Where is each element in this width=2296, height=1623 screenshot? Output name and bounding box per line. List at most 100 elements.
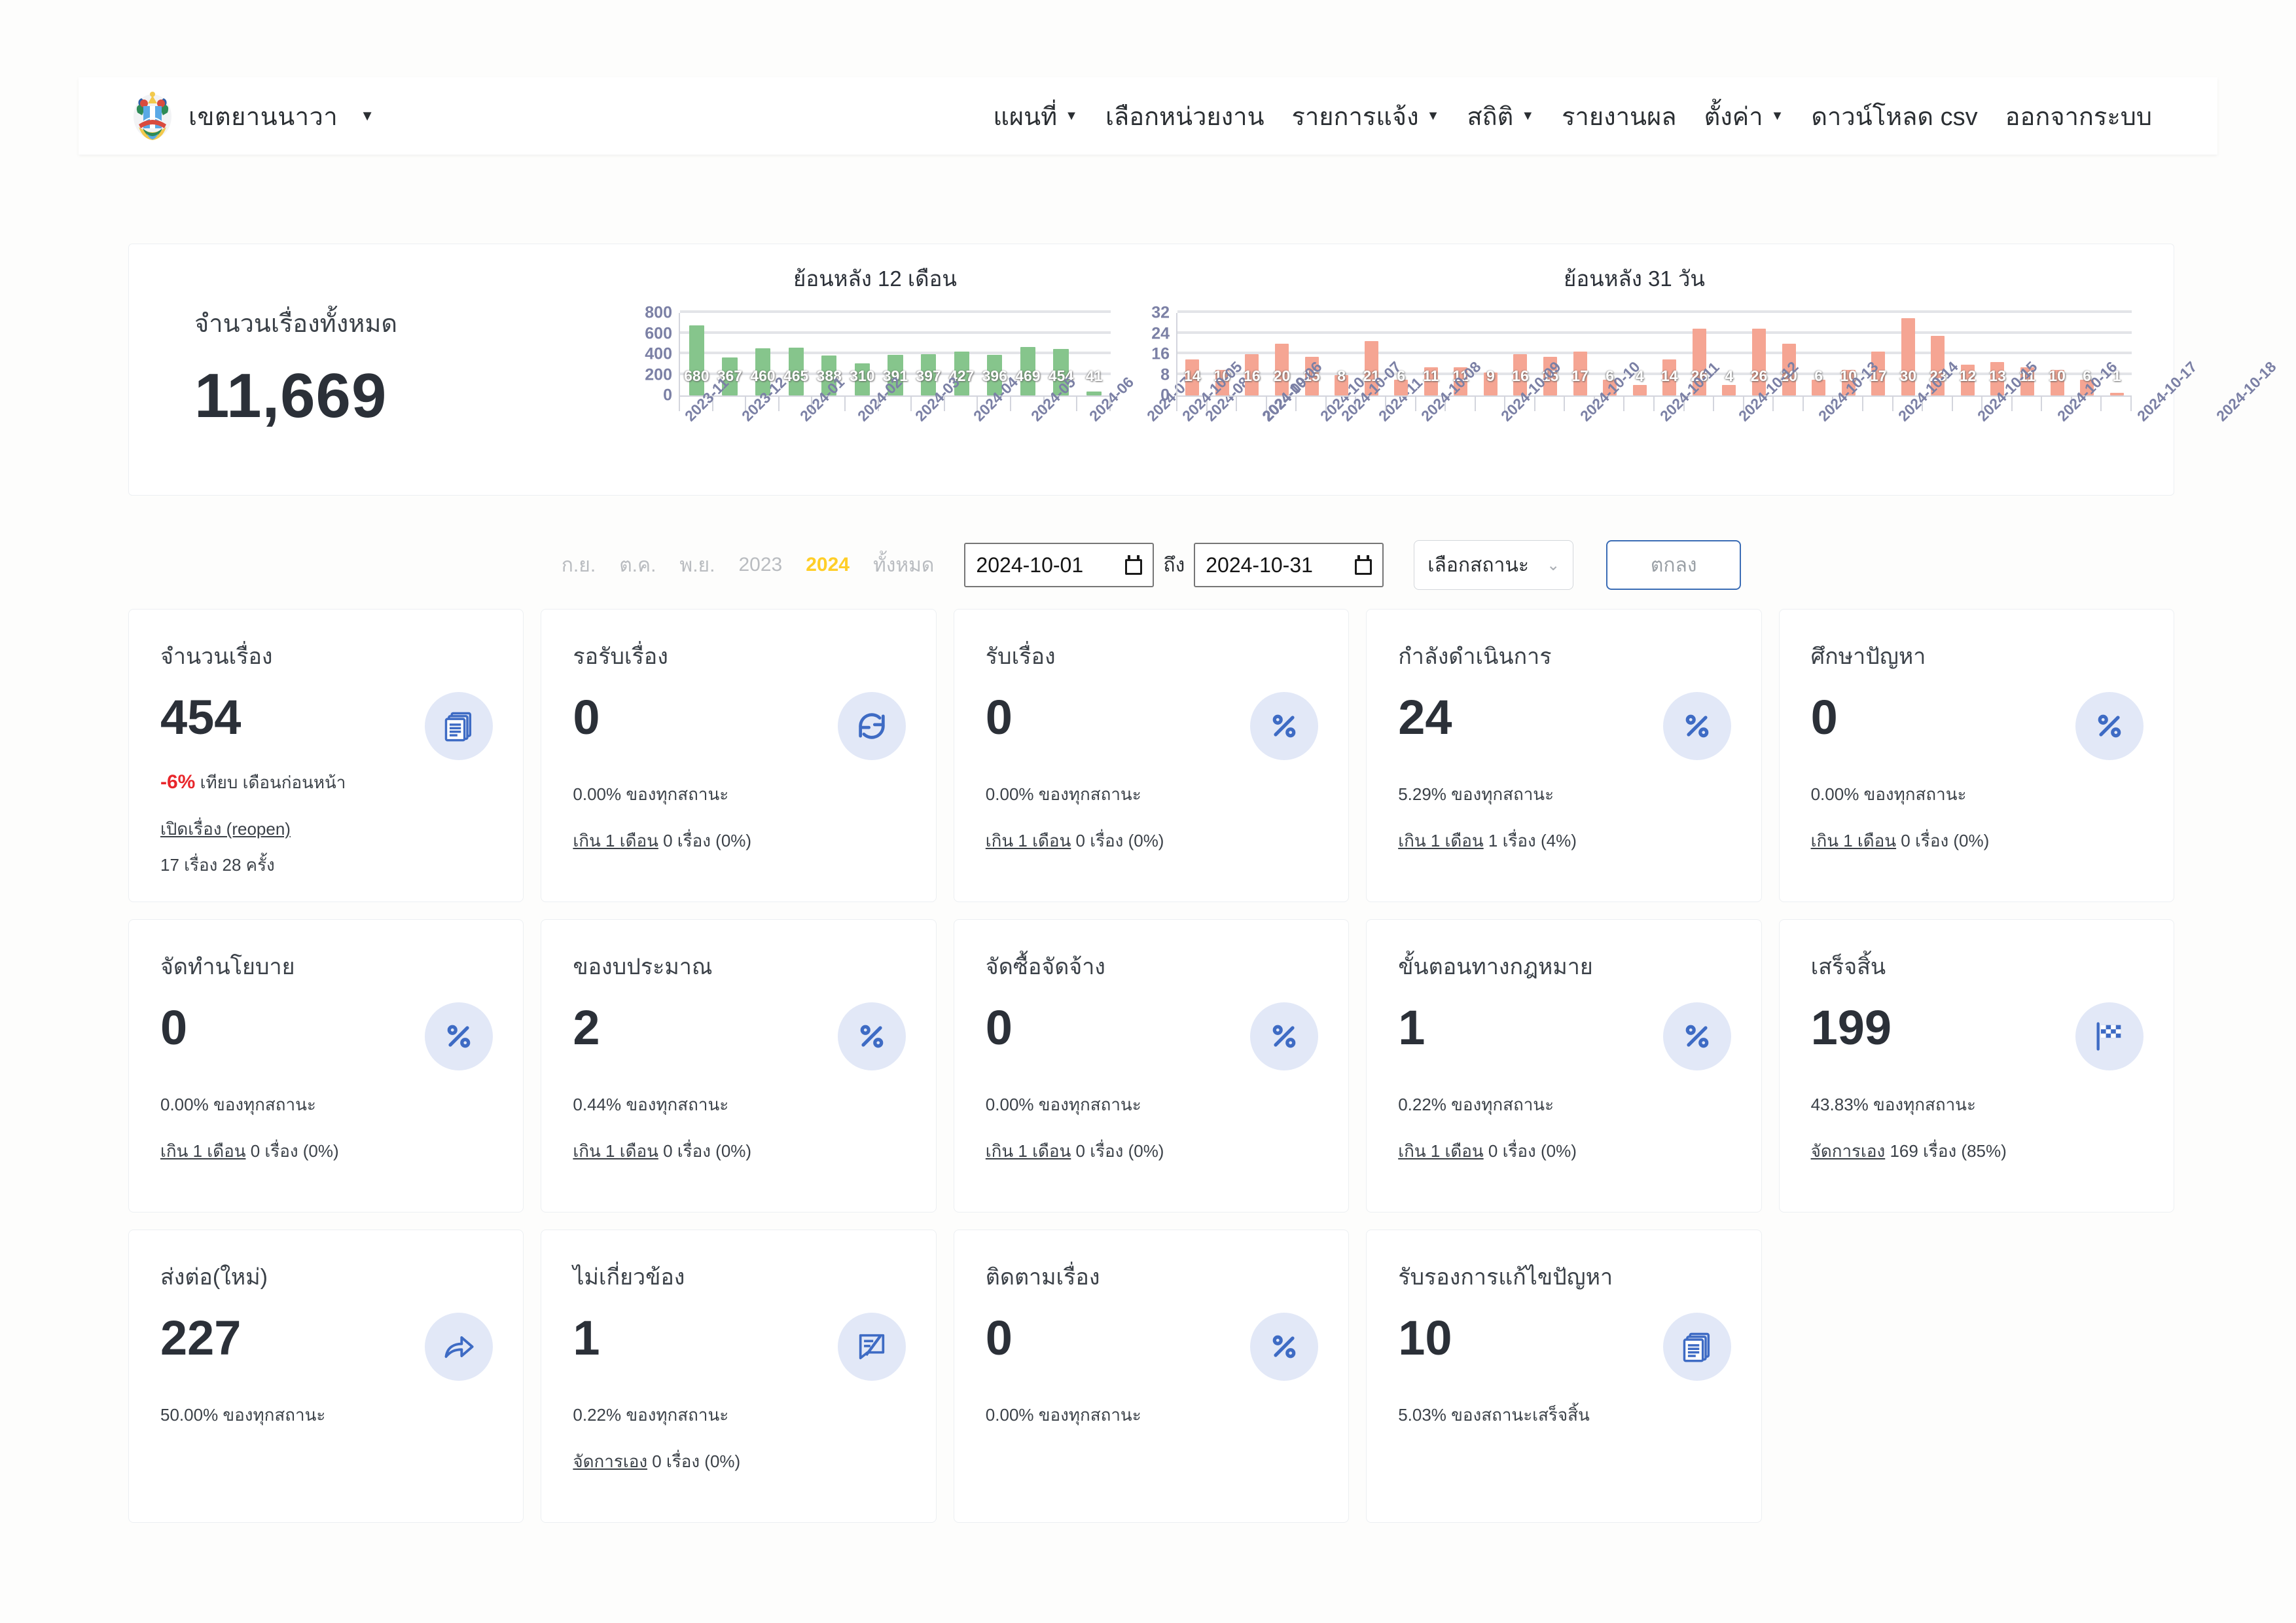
bar-item[interactable]: 16 xyxy=(1237,313,1267,395)
bar xyxy=(788,347,804,395)
bar-item[interactable]: 15 xyxy=(1297,313,1327,395)
stat-card-link[interactable]: เกิน 1 เดือน xyxy=(573,831,658,850)
calendar-icon[interactable] xyxy=(1355,555,1372,575)
bar-item[interactable]: 26 xyxy=(1685,313,1715,395)
stat-card-percent: 5.29% ของทุกสถานะ xyxy=(1398,784,1554,804)
bar-item[interactable]: 11 xyxy=(1416,313,1446,395)
y-axis-tick-label: 800 xyxy=(645,303,672,322)
stat-card: ไม่เกี่ยวข้อง 1 0.22% ของทุกสถานะ จัดการเอง… xyxy=(541,1230,937,1523)
bar-item[interactable]: 14 xyxy=(1177,313,1208,395)
stat-card-value: 10 xyxy=(1398,1311,1452,1365)
stat-card-link[interactable]: เกิน 1 เดือน xyxy=(1398,831,1484,850)
bar-item[interactable]: 11 xyxy=(2013,313,2043,395)
stat-card-title: รับเรื่อง xyxy=(985,644,1056,669)
bar-item[interactable]: 680 xyxy=(680,313,713,395)
stat-card-percent: 5.03% ของสถานะเสร็จสิ้น xyxy=(1398,1405,1590,1425)
x-axis-tick xyxy=(1325,397,1355,411)
quick-filter-nov[interactable]: พ.ย. xyxy=(679,554,715,576)
bar-item[interactable]: 465 xyxy=(780,313,813,395)
nav-item-logout[interactable]: ออกจากระบบ xyxy=(2005,96,2152,136)
bar-item[interactable]: 310 xyxy=(846,313,879,395)
nav-item-download-csv[interactable]: ดาวน์โหลด csv xyxy=(1811,96,1977,136)
nav-item-statistics[interactable]: สถิติ ▼ xyxy=(1467,96,1534,136)
x-axis-tick xyxy=(1981,397,2011,411)
brand-selector[interactable]: เขตยานนาวา ▼ xyxy=(131,90,374,141)
stat-card-link[interactable]: เกิน 1 เดือน xyxy=(1810,831,1897,850)
bar-item[interactable]: 427 xyxy=(945,313,978,395)
bar-item[interactable]: 469 xyxy=(1011,313,1045,395)
nav-item-report-list[interactable]: รายการแจ้ง ▼ xyxy=(1292,96,1440,136)
total-count-block: จำนวนเรื่องทั้งหมด 11,669 xyxy=(129,244,626,432)
stat-card-link[interactable]: เกิน 1 เดือน xyxy=(160,1141,246,1161)
x-axis-tick xyxy=(1534,397,1564,411)
bar-item[interactable]: 20 xyxy=(1774,313,1804,395)
bar-item[interactable]: 30 xyxy=(1893,313,1924,395)
status-select[interactable]: เลือกสถานะ ⌄ xyxy=(1414,540,1574,590)
bar-item[interactable]: 26 xyxy=(1744,313,1774,395)
quick-filter-oct[interactable]: ต.ค. xyxy=(619,554,656,576)
stat-card-link[interactable]: เกิน 1 เดือน xyxy=(1398,1141,1484,1161)
nav-item-map[interactable]: แผนที่ ▼ xyxy=(993,96,1078,136)
stat-card-link[interactable]: เปิดเรื่อง (reopen) xyxy=(160,819,291,839)
bar-item[interactable]: 15 xyxy=(1535,313,1566,395)
bar-item[interactable]: 11 xyxy=(1446,313,1476,395)
bar-item[interactable]: 460 xyxy=(746,313,780,395)
stat-card-link[interactable]: จัดการเอง xyxy=(1810,1141,1886,1161)
x-axis-tick xyxy=(1951,397,1982,411)
bar-item[interactable]: 4 xyxy=(1624,313,1655,395)
bar-value-label: 26 xyxy=(1750,367,1768,384)
bar-item[interactable]: 23 xyxy=(1923,313,1953,395)
stat-card-link[interactable]: เกิน 1 เดือน xyxy=(985,1141,1071,1161)
bar-item[interactable]: 9 xyxy=(1476,313,1506,395)
quick-filter-2023[interactable]: 2023 xyxy=(738,554,783,575)
stat-card-link[interactable]: จัดการเอง xyxy=(573,1451,648,1471)
bar-value-label: 454 xyxy=(1048,367,1074,384)
quick-filter-2024[interactable]: 2024 xyxy=(806,554,850,575)
bar-item[interactable]: 6 xyxy=(1595,313,1625,395)
bar-item[interactable]: 20 xyxy=(1267,313,1297,395)
quick-filter-all[interactable]: ทั้งหมด xyxy=(872,554,935,576)
bar-item[interactable]: 391 xyxy=(879,313,912,395)
nav-item-settings[interactable]: ตั้งค่า ▼ xyxy=(1704,96,1784,136)
bar-item[interactable]: 10 xyxy=(1833,313,1863,395)
submit-button[interactable]: ตกลง xyxy=(1606,540,1742,590)
x-axis-tick xyxy=(1504,397,1534,411)
stat-card-title: ส่งต่อ(ใหม่) xyxy=(160,1265,268,1290)
bar-item[interactable]: 41 xyxy=(1077,313,1111,395)
bar-item[interactable]: 17 xyxy=(1863,313,1893,395)
bar-item[interactable]: 13 xyxy=(1982,313,2013,395)
stat-card-link-row: เกิน 1 เดือน 0 เรื่อง (0%) xyxy=(1810,831,1990,850)
bar-item[interactable]: 397 xyxy=(912,313,945,395)
bar-item[interactable]: 388 xyxy=(812,313,846,395)
stat-card-link-row: เกิน 1 เดือน 0 เรื่อง (0%) xyxy=(985,831,1164,850)
stat-card-link[interactable]: เกิน 1 เดือน xyxy=(573,1141,658,1161)
quick-filter-sep[interactable]: ก.ย. xyxy=(561,554,596,576)
bar-item[interactable]: 6 xyxy=(1386,313,1416,395)
stat-card-title: ติดตามเรื่อง xyxy=(985,1265,1100,1290)
date-from-input[interactable]: 2024-10-01 xyxy=(964,543,1155,587)
bar-item[interactable]: 6 xyxy=(2072,313,2102,395)
bar-item[interactable]: 8 xyxy=(1327,313,1357,395)
nav-item-results[interactable]: รายงานผล xyxy=(1562,96,1676,136)
nav-item-select-agency[interactable]: เลือกหน่วยงาน xyxy=(1105,96,1265,136)
date-to-input[interactable]: 2024-10-31 xyxy=(1194,543,1384,587)
nav-label: ตั้งค่า xyxy=(1704,103,1763,131)
bar-item[interactable]: 396 xyxy=(978,313,1011,395)
bar-item[interactable]: 6 xyxy=(1804,313,1834,395)
stat-card-link[interactable]: เกิน 1 เดือน xyxy=(985,831,1071,850)
bar-item[interactable]: 17 xyxy=(1565,313,1595,395)
bar-item[interactable]: 1 xyxy=(2102,313,2132,395)
bar-item[interactable]: 12 xyxy=(1953,313,1983,395)
gridline xyxy=(680,331,1111,334)
bar-item[interactable]: 16 xyxy=(1505,313,1535,395)
bar-item[interactable]: 10 xyxy=(1208,313,1238,395)
calendar-icon[interactable] xyxy=(1125,555,1143,575)
bar xyxy=(854,363,870,395)
stat-card-title: จำนวนเรื่อง xyxy=(160,644,273,669)
bar-item[interactable]: 10 xyxy=(2042,313,2072,395)
bar-item[interactable]: 14 xyxy=(1655,313,1685,395)
bar-item[interactable]: 454 xyxy=(1045,313,1078,395)
bar-item[interactable]: 21 xyxy=(1356,313,1386,395)
bar-item[interactable]: 367 xyxy=(713,313,747,395)
bar-item[interactable]: 4 xyxy=(1714,313,1744,395)
